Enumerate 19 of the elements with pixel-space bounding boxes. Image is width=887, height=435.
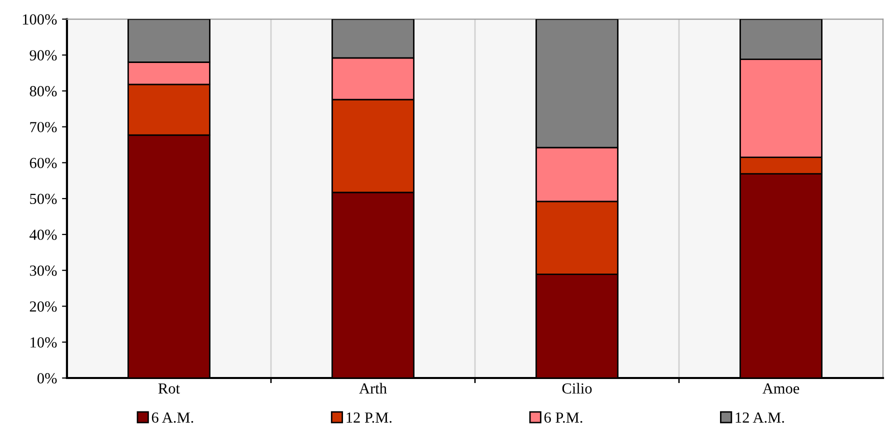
y-tick-label: 80% — [30, 86, 57, 96]
y-tick-label: 0% — [37, 373, 57, 384]
y-tick-label: 30% — [30, 265, 57, 276]
y-tick-label: 60% — [30, 158, 57, 168]
y-tick-label: 10% — [30, 337, 57, 348]
legend-label: 12 P.M. — [346, 412, 392, 423]
legend-label: 6 A.M. — [152, 412, 194, 423]
y-tick-label: 90% — [30, 50, 57, 61]
y-tick-label: 50% — [30, 194, 57, 204]
y-tick-label: 70% — [30, 122, 57, 132]
y-tick-label: 100% — [22, 14, 57, 25]
legend-label: 6 P.M. — [544, 412, 582, 423]
x-tick-label: Cilio — [562, 382, 592, 394]
x-tick-label: Arth — [359, 382, 387, 394]
x-tick-label: Rot — [158, 383, 180, 394]
legend-label: 12 A.M. — [736, 412, 784, 423]
x-tick-label: Amoe — [762, 383, 800, 394]
y-tick-label: 40% — [30, 230, 57, 240]
y-tick-label: 20% — [30, 301, 57, 312]
